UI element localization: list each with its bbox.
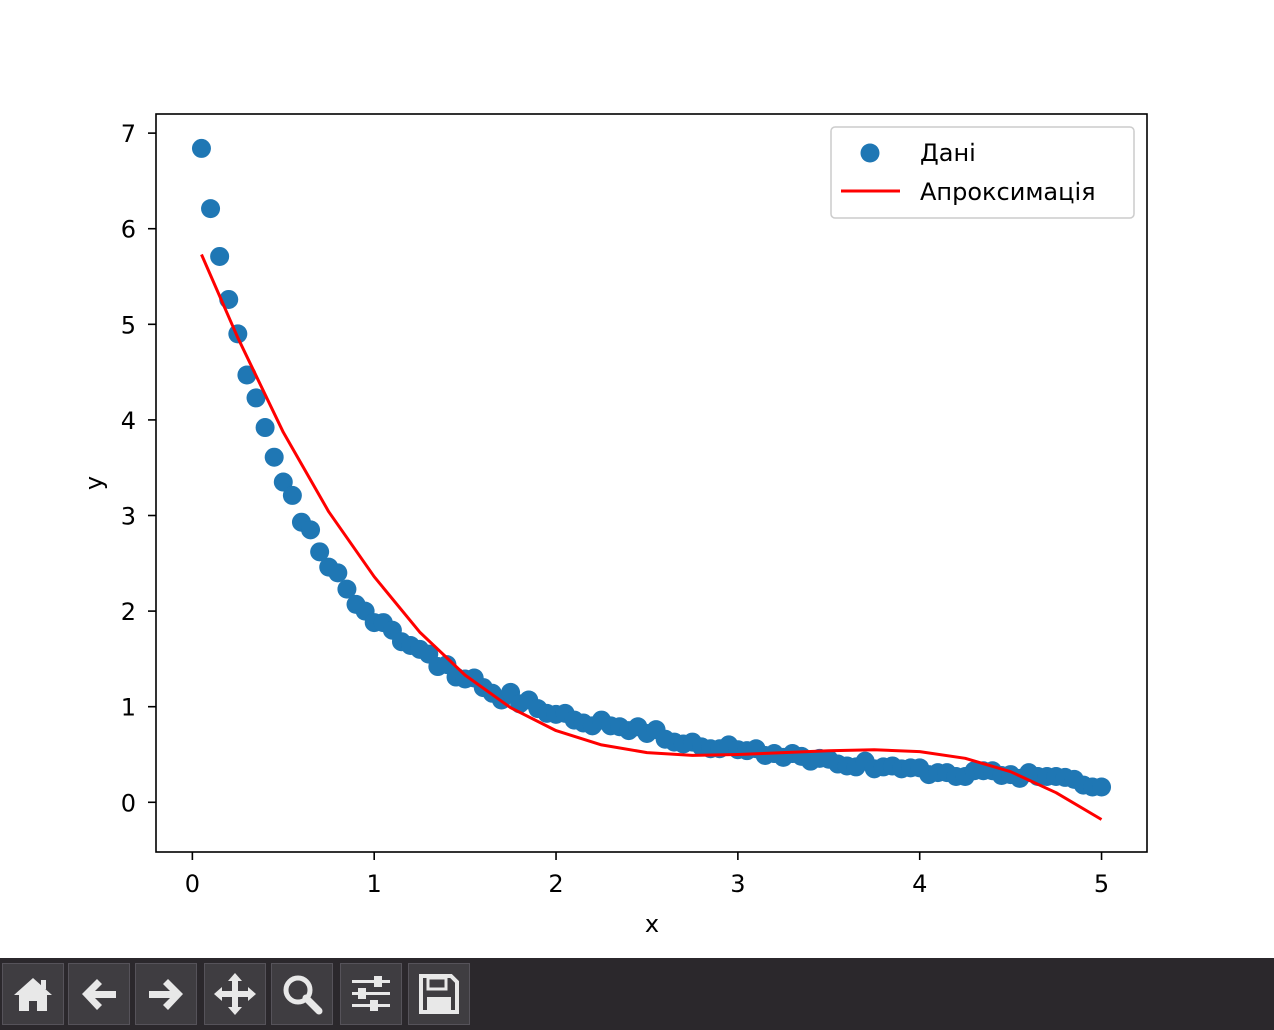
y-tick-label: 0 (121, 789, 136, 817)
data-point (337, 579, 357, 599)
y-tick-label: 4 (121, 407, 136, 435)
data-point (210, 246, 230, 266)
save-button[interactable] (408, 963, 470, 1025)
zoom-icon (283, 975, 323, 1015)
forward-arrow-icon (149, 979, 183, 1010)
back-button[interactable] (68, 963, 130, 1025)
x-tick-label: 4 (912, 870, 927, 898)
x-tick-label: 5 (1094, 870, 1109, 898)
data-point (273, 472, 293, 492)
back-arrow-icon (82, 979, 116, 1010)
data-point (201, 199, 221, 219)
fit-line (200, 253, 1103, 821)
axes-frame (155, 113, 1148, 853)
forward-button[interactable] (135, 963, 197, 1025)
axis-ticks: 0 1 2 3 4 5 0 1 2 3 4 5 6 7 (121, 120, 1109, 898)
data-point (310, 542, 330, 562)
data-point (237, 365, 257, 385)
data-point (246, 388, 266, 408)
data-point (328, 563, 348, 583)
y-axis-label: y (80, 476, 108, 490)
plot-svg: 0 1 2 3 4 5 0 1 2 3 4 5 6 7 x y Дані Апроксимація (80, 113, 1148, 938)
legend-box (830, 126, 1135, 219)
data-point (264, 447, 284, 467)
legend: Дані Апроксимація (830, 126, 1135, 219)
x-tick-label: 3 (730, 870, 745, 898)
data-point (282, 485, 302, 505)
chart-marks (191, 138, 1112, 821)
subplots-button[interactable] (340, 963, 402, 1025)
data-point (255, 418, 275, 438)
y-tick-label: 7 (121, 120, 136, 148)
pan-button[interactable] (204, 963, 266, 1025)
navigation-toolbar (0, 958, 1274, 1030)
data-point (191, 138, 211, 158)
pan-icon (214, 973, 256, 1015)
y-tick-label: 5 (121, 311, 136, 339)
y-tick-label: 2 (121, 598, 136, 626)
y-tick-label: 1 (121, 694, 136, 722)
legend-label-data: Дані (920, 139, 976, 167)
x-tick-label: 0 (185, 870, 200, 898)
y-tick-label: 6 (121, 216, 136, 244)
figure: 0 1 2 3 4 5 0 1 2 3 4 5 6 7 x y Дані Апроксимація (80, 113, 1148, 938)
subplots-icon (352, 976, 390, 1011)
legend-label-fit: Апроксимація (920, 178, 1096, 206)
x-tick-label: 1 (367, 870, 382, 898)
legend-marker-data (860, 143, 880, 163)
home-button[interactable] (2, 963, 64, 1025)
data-point (1092, 777, 1112, 797)
home-icon (14, 978, 52, 1011)
save-icon (419, 974, 459, 1014)
x-axis-label: x (645, 910, 659, 938)
x-tick-label: 2 (548, 870, 563, 898)
data-point (301, 520, 321, 540)
zoom-button[interactable] (271, 963, 333, 1025)
y-tick-label: 3 (121, 503, 136, 531)
